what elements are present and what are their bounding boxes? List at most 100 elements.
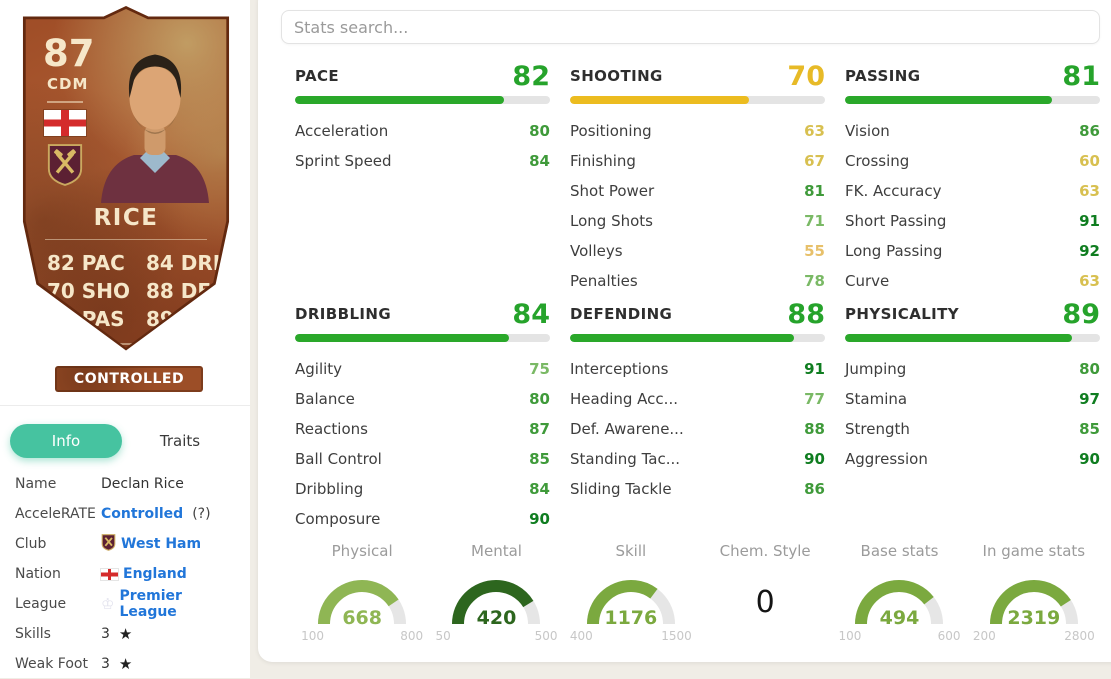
stat-group-rows: Vision 86 Crossing 60 FK. Accuracy 63 Sh… <box>845 116 1100 296</box>
stat-label: Long Passing <box>845 242 943 260</box>
gauge-label: Physical <box>331 542 393 560</box>
stat-label: Ball Control <box>295 450 382 468</box>
stat-value: 97 <box>1079 390 1100 408</box>
card-face-stat: 89 PHY <box>145 307 227 331</box>
stat-value: 91 <box>1079 212 1100 230</box>
star-icon: ★ <box>118 655 133 673</box>
stat-value: 90 <box>804 450 825 468</box>
gauge-min: 200 <box>972 629 996 643</box>
stat-label: Penalties <box>570 272 638 290</box>
stat-row: Finishing 67 <box>570 146 825 176</box>
stat-row: Ball Control 85 <box>295 444 550 474</box>
stat-value: 84 <box>529 152 550 170</box>
info-row-value: 3 ★ <box>101 625 132 643</box>
stat-label: Long Shots <box>570 212 653 230</box>
stat-group: PHYSICALITY 89 Jumping 80 Stamina 97 Str… <box>845 296 1100 534</box>
stat-group-bar-fill <box>570 334 795 342</box>
gauge-range: 400 1500 <box>570 629 692 643</box>
info-row-value: Controlled (?) <box>101 506 211 522</box>
stat-group-bar <box>845 96 1100 104</box>
info-value-link[interactable]: Controlled <box>101 506 184 522</box>
stat-group-total: 81 <box>1062 60 1100 92</box>
stat-group: DEFENDING 88 Interceptions 91 Heading Ac… <box>570 296 825 534</box>
stat-value: 86 <box>1079 122 1100 140</box>
gauge-max: 2800 <box>1064 629 1095 643</box>
stat-group: PASSING 81 Vision 86 Crossing 60 FK. Acc… <box>845 58 1100 296</box>
stat-row: FK. Accuracy 63 <box>845 176 1100 206</box>
info-value-link[interactable]: West Ham <box>121 536 202 552</box>
stat-group-rows: Agility 75 Balance 80 Reactions 87 Ball … <box>295 354 550 534</box>
stat-row: Interceptions 91 <box>570 354 825 384</box>
stat-group-title: PHYSICALITY <box>845 305 960 323</box>
stat-value: 63 <box>1079 182 1100 200</box>
info-row-value: ♔ Premier League <box>101 588 243 620</box>
player-photo <box>79 23 226 203</box>
card-player-name: RICE <box>93 205 159 231</box>
player-sidebar: 87 CDM RICE 82 PAC 70 SHO 81 PAS <box>0 0 250 678</box>
stat-group-header: PASSING 81 <box>845 58 1100 94</box>
gauge: Physical 668 100 800 <box>295 542 429 643</box>
stat-row: Long Passing 92 <box>845 236 1100 266</box>
stat-row: Reactions 87 <box>295 414 550 444</box>
card-face-stats: 82 PAC 70 SHO 81 PAS 84 DRI 88 DEF 89 PHY <box>35 249 226 335</box>
info-row-value: 3 ★ <box>101 655 132 673</box>
info-row-value: England <box>101 566 187 582</box>
gauge-arc: 2319 <box>986 574 1082 629</box>
gauge-min: 100 <box>838 629 862 643</box>
gauge-range: 100 600 <box>838 629 960 643</box>
stat-group-bar <box>845 334 1100 342</box>
gauge-max: 600 <box>937 629 961 643</box>
info-value-text: 3 <box>101 656 110 672</box>
summary-gauges: Physical 668 100 800 Mental 420 50 500 <box>295 542 1101 643</box>
gauge-arc: 420 <box>448 574 544 629</box>
gauge-label: Mental <box>471 542 522 560</box>
stat-label: Positioning <box>570 122 652 140</box>
stat-label: Vision <box>845 122 890 140</box>
stat-group-total: 89 <box>1062 298 1100 330</box>
gauge-value: 420 <box>476 607 517 629</box>
stat-label: Sprint Speed <box>295 152 392 170</box>
premier-league-icon: ♔ <box>101 594 115 613</box>
stat-row: Stamina 97 <box>845 384 1100 414</box>
tab-info[interactable]: Info <box>10 424 122 458</box>
stat-row: Long Shots 71 <box>570 206 825 236</box>
stat-row: Penalties 78 <box>570 266 825 296</box>
stat-group-bar-fill <box>845 334 1072 342</box>
info-value-link[interactable]: Premier League <box>119 588 182 620</box>
gauge-value: 494 <box>879 607 920 629</box>
stat-label: Standing Tac... <box>570 450 681 468</box>
stat-group-title: PACE <box>295 67 340 85</box>
info-row-label: League <box>15 596 67 612</box>
stat-label: Finishing <box>570 152 636 170</box>
stat-group-title: PASSING <box>845 67 921 85</box>
stat-row: Positioning 63 <box>570 116 825 146</box>
stat-label: FK. Accuracy <box>845 182 942 200</box>
stat-value: 75 <box>529 360 550 378</box>
gauge-max: 1500 <box>661 629 692 643</box>
stats-search-input[interactable] <box>281 10 1100 44</box>
stat-row: Composure 90 <box>295 504 550 534</box>
card-name-underline <box>45 239 207 240</box>
gauge: Base stats 494 100 600 <box>832 542 966 643</box>
stat-value: 86 <box>804 480 825 498</box>
west-ham-badge-icon <box>101 533 116 555</box>
england-flag-icon <box>101 568 118 580</box>
stat-label: Composure <box>295 510 381 528</box>
england-flag-icon <box>44 110 86 136</box>
stat-value: 80 <box>1079 360 1100 378</box>
stat-row: Acceleration 80 <box>295 116 550 146</box>
stat-value: 71 <box>804 212 825 230</box>
info-row-label: Nation <box>15 566 61 582</box>
info-value-link[interactable]: England <box>123 566 187 582</box>
stat-label: Volleys <box>570 242 623 260</box>
stats-grid: PACE 82 Acceleration 80 Sprint Speed 84 … <box>295 58 1100 534</box>
stat-value: 90 <box>529 510 550 528</box>
tab-traits[interactable]: Traits <box>159 432 201 450</box>
gauge-value: 0 <box>755 585 775 620</box>
stat-label: Short Passing <box>845 212 947 230</box>
gauge-label: Chem. Style <box>719 542 811 560</box>
gauge-arc: 1176 <box>583 574 679 629</box>
info-help-link[interactable]: (?) <box>192 506 211 522</box>
stat-group-total: 84 <box>512 298 550 330</box>
stat-group-bar-fill <box>295 96 505 104</box>
